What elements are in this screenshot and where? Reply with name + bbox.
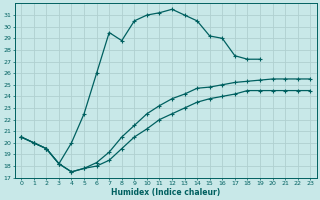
X-axis label: Humidex (Indice chaleur): Humidex (Indice chaleur) xyxy=(111,188,220,197)
